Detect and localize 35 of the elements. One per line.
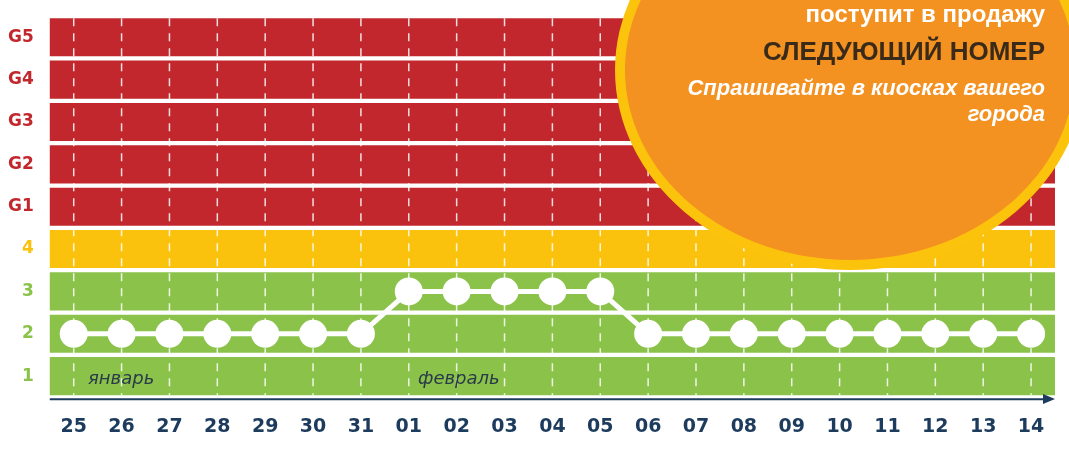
x-tick-label: 14 (1017, 413, 1045, 436)
x-tick-label: 30 (299, 413, 327, 436)
x-tick-label: 05 (587, 413, 614, 436)
x-tick-label: 29 (251, 413, 279, 436)
y-tick-label: 1 (21, 364, 34, 385)
x-tick-label: 10 (826, 413, 853, 436)
x-tick-label: 01 (395, 413, 423, 436)
y-tick-label: 4 (21, 237, 34, 258)
x-tick-label: 11 (874, 413, 901, 436)
x-tick-label: 02 (443, 413, 470, 436)
annotation: январь (88, 366, 155, 388)
x-tick-label: 07 (682, 413, 710, 436)
x-tick-label: 09 (778, 413, 805, 436)
x-tick-label: 12 (922, 413, 949, 436)
y-tick-label: G2 (7, 152, 34, 173)
x-tick-label: 03 (491, 413, 518, 436)
y-tick-label: G1 (7, 195, 34, 216)
annotation: СЛЕДУЮЩИЙ НОМЕР (762, 36, 1045, 67)
x-tick-label: 13 (969, 413, 997, 436)
y-tick-label: 3 (21, 279, 34, 300)
y-tick-label: 2 (21, 322, 34, 343)
annotation: поступит в продажу (804, 0, 1045, 28)
x-tick-label: 27 (156, 413, 183, 436)
x-tick-label: 28 (204, 413, 231, 436)
y-tick-label: G4 (7, 68, 34, 89)
x-tick-label: 25 (60, 413, 87, 436)
x-tick-label: 04 (539, 413, 566, 436)
annotation: февраль (418, 366, 500, 388)
x-tick-label: 06 (634, 413, 662, 436)
y-tick-label: G3 (7, 110, 34, 131)
x-tick-label: 26 (108, 413, 135, 436)
x-tick-label: 08 (730, 413, 758, 436)
y-tick-label: G5 (7, 25, 34, 46)
x-tick-label: 31 (347, 413, 375, 436)
annotation: Спрашивайте в киосках вашего города (686, 75, 1045, 127)
